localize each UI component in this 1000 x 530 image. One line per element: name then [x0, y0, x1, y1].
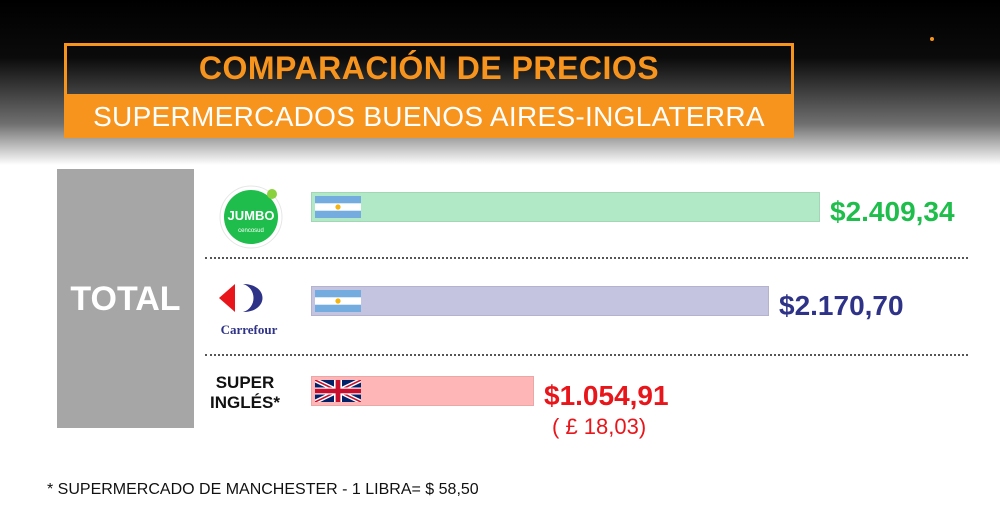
chart-subtitle: SUPERMERCADOS BUENOS AIRES-INGLATERRA — [93, 101, 765, 132]
total-group-block — [57, 169, 194, 428]
super-ingles-line2: INGLÉS* — [210, 393, 280, 412]
super-ingles-label: SUPER INGLÉS* — [205, 373, 285, 413]
total-group-label: TOTAL — [70, 280, 181, 318]
row-divider — [205, 257, 968, 259]
chart-title: COMPARACIÓN DE PRECIOS — [198, 50, 660, 86]
carrefour-logo: Carrefour — [219, 284, 278, 337]
argentina-flag-icon — [315, 196, 361, 218]
value-label-3: $1.054,91 — [544, 380, 669, 411]
jumbo-logo-text: JUMBO — [228, 208, 275, 223]
bar-2 — [311, 286, 769, 316]
carrefour-logo-text: Carrefour — [221, 322, 278, 337]
super-ingles-line1: SUPER — [215, 373, 275, 392]
argentina-flag-icon — [315, 290, 361, 312]
accent-dot — [930, 37, 934, 41]
bar-1 — [311, 192, 820, 222]
jumbo-logo-subtext: cencosud — [238, 228, 264, 234]
value-label-1: $2.409,34 — [830, 196, 955, 227]
row-divider — [205, 354, 968, 356]
uk-flag-icon — [314, 378, 362, 404]
footnote: * SUPERMERCADO DE MANCHESTER - 1 LIBRA= … — [47, 481, 479, 498]
value-label-2: $2.170,70 — [779, 290, 904, 321]
jumbo-logo: JUMBO cencosud — [219, 185, 283, 249]
title-frame — [64, 43, 794, 97]
subtitle-banner — [64, 97, 794, 138]
secondary-value-label-3: ( £ 18,03) — [552, 414, 647, 439]
